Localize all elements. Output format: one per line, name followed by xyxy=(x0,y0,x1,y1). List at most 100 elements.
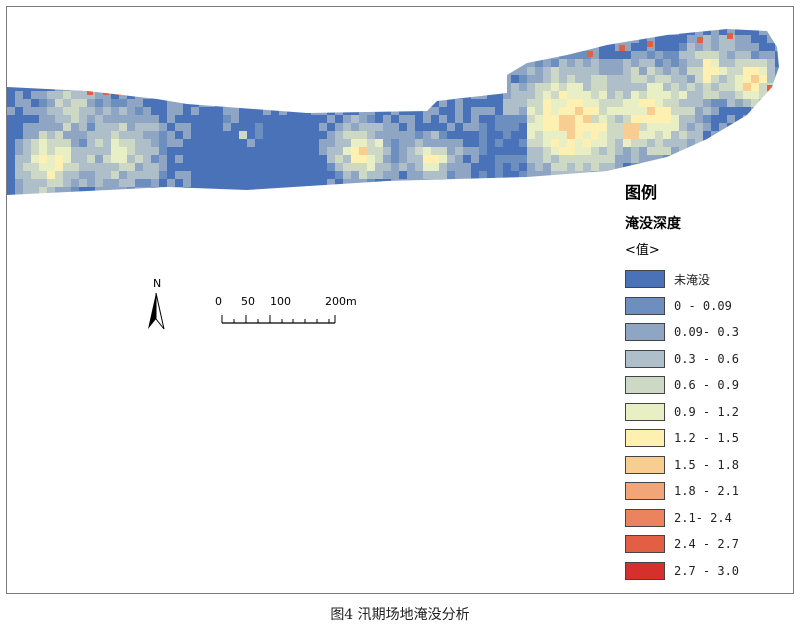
raster-cell xyxy=(319,115,327,123)
raster-cell xyxy=(775,171,779,179)
raster-cell xyxy=(687,99,695,107)
raster-cell xyxy=(567,35,575,43)
raster-cell xyxy=(487,43,495,51)
raster-cell xyxy=(623,139,631,147)
raster-cell xyxy=(391,91,399,99)
raster-cell xyxy=(343,43,351,51)
raster-cell xyxy=(255,99,263,107)
raster-cell xyxy=(719,139,727,147)
raster-cell xyxy=(519,43,527,51)
raster-cell xyxy=(647,29,655,35)
raster-cell xyxy=(479,139,487,147)
raster-cell xyxy=(679,99,687,107)
raster-cell xyxy=(367,195,375,203)
raster-cell xyxy=(183,179,191,187)
raster-cell xyxy=(639,51,647,59)
raster-cell xyxy=(551,187,559,195)
raster-cell xyxy=(679,131,687,139)
raster-cell xyxy=(663,139,671,147)
legend-label: 1.8 - 2.1 xyxy=(674,484,740,498)
raster-cell xyxy=(695,147,703,155)
raster-cell xyxy=(119,163,127,171)
raster-cell xyxy=(439,99,447,107)
raster-cell xyxy=(695,139,703,147)
raster-cell xyxy=(143,75,151,83)
raster-cell xyxy=(471,131,479,139)
raster-cell xyxy=(575,155,583,163)
raster-cell xyxy=(327,115,335,123)
raster-cell xyxy=(199,99,207,107)
raster-cell xyxy=(31,59,39,67)
raster-cell xyxy=(55,187,63,195)
raster-cell xyxy=(503,123,511,131)
raster-cell xyxy=(311,83,319,91)
raster-cell xyxy=(287,35,295,43)
raster-cell xyxy=(287,51,295,59)
raster-cell xyxy=(31,107,39,115)
raster-cell xyxy=(15,171,23,179)
raster-cell xyxy=(271,139,279,147)
raster-cell xyxy=(647,99,655,107)
raster-cell xyxy=(527,131,535,139)
raster-cell xyxy=(487,83,495,91)
raster-cell xyxy=(575,83,583,91)
raster-cell xyxy=(759,99,767,107)
raster-cell xyxy=(215,43,223,51)
raster-cell xyxy=(303,59,311,67)
raster-cell xyxy=(431,75,439,83)
raster-cell xyxy=(223,107,231,115)
raster-cell xyxy=(495,107,503,115)
raster-cell xyxy=(423,75,431,83)
raster-cell xyxy=(767,155,775,163)
raster-cell xyxy=(519,123,527,131)
raster-cell xyxy=(127,91,135,99)
raster-cell xyxy=(63,147,71,155)
raster-cell xyxy=(23,107,31,115)
raster-cell xyxy=(703,131,711,139)
raster-cell xyxy=(743,123,751,131)
raster-cell xyxy=(503,59,511,67)
raster-cell xyxy=(183,139,191,147)
raster-cell xyxy=(535,35,543,43)
raster-cell xyxy=(415,83,423,91)
raster-cell xyxy=(543,195,551,203)
raster-cell xyxy=(663,43,671,51)
raster-cell xyxy=(559,91,567,99)
raster-cell xyxy=(631,43,639,51)
raster-cell xyxy=(223,139,231,147)
raster-cell xyxy=(711,75,719,83)
raster-cell xyxy=(519,147,527,155)
raster-cell xyxy=(567,75,575,83)
raster-cell xyxy=(239,131,247,139)
raster-cell xyxy=(191,67,199,75)
raster-cell xyxy=(287,91,295,99)
raster-cell xyxy=(327,131,335,139)
raster-cell xyxy=(783,59,791,67)
raster-cell xyxy=(327,67,335,75)
raster-cell xyxy=(95,75,103,83)
raster-cell xyxy=(735,171,743,179)
raster-cell xyxy=(407,91,415,99)
raster-cell xyxy=(463,187,471,195)
raster-cell xyxy=(719,123,727,131)
raster-cell xyxy=(119,179,127,187)
raster-cell xyxy=(47,147,55,155)
raster-cell xyxy=(55,147,63,155)
raster-cell xyxy=(535,187,543,195)
raster-cell xyxy=(79,67,87,75)
raster-cell xyxy=(767,59,775,67)
raster-cell xyxy=(631,51,639,59)
raster-cell xyxy=(359,131,367,139)
raster-cell xyxy=(143,139,151,147)
raster-cell xyxy=(559,51,567,59)
raster-cell xyxy=(343,147,351,155)
raster-cell xyxy=(159,43,167,51)
raster-cell xyxy=(783,35,791,43)
raster-cell xyxy=(87,35,95,43)
raster-cell xyxy=(767,35,775,43)
raster-cell xyxy=(167,29,175,35)
raster-cell xyxy=(575,99,583,107)
raster-cell xyxy=(551,155,559,163)
legend-label: 0 - 0.09 xyxy=(674,298,732,313)
raster-cell xyxy=(55,83,63,91)
